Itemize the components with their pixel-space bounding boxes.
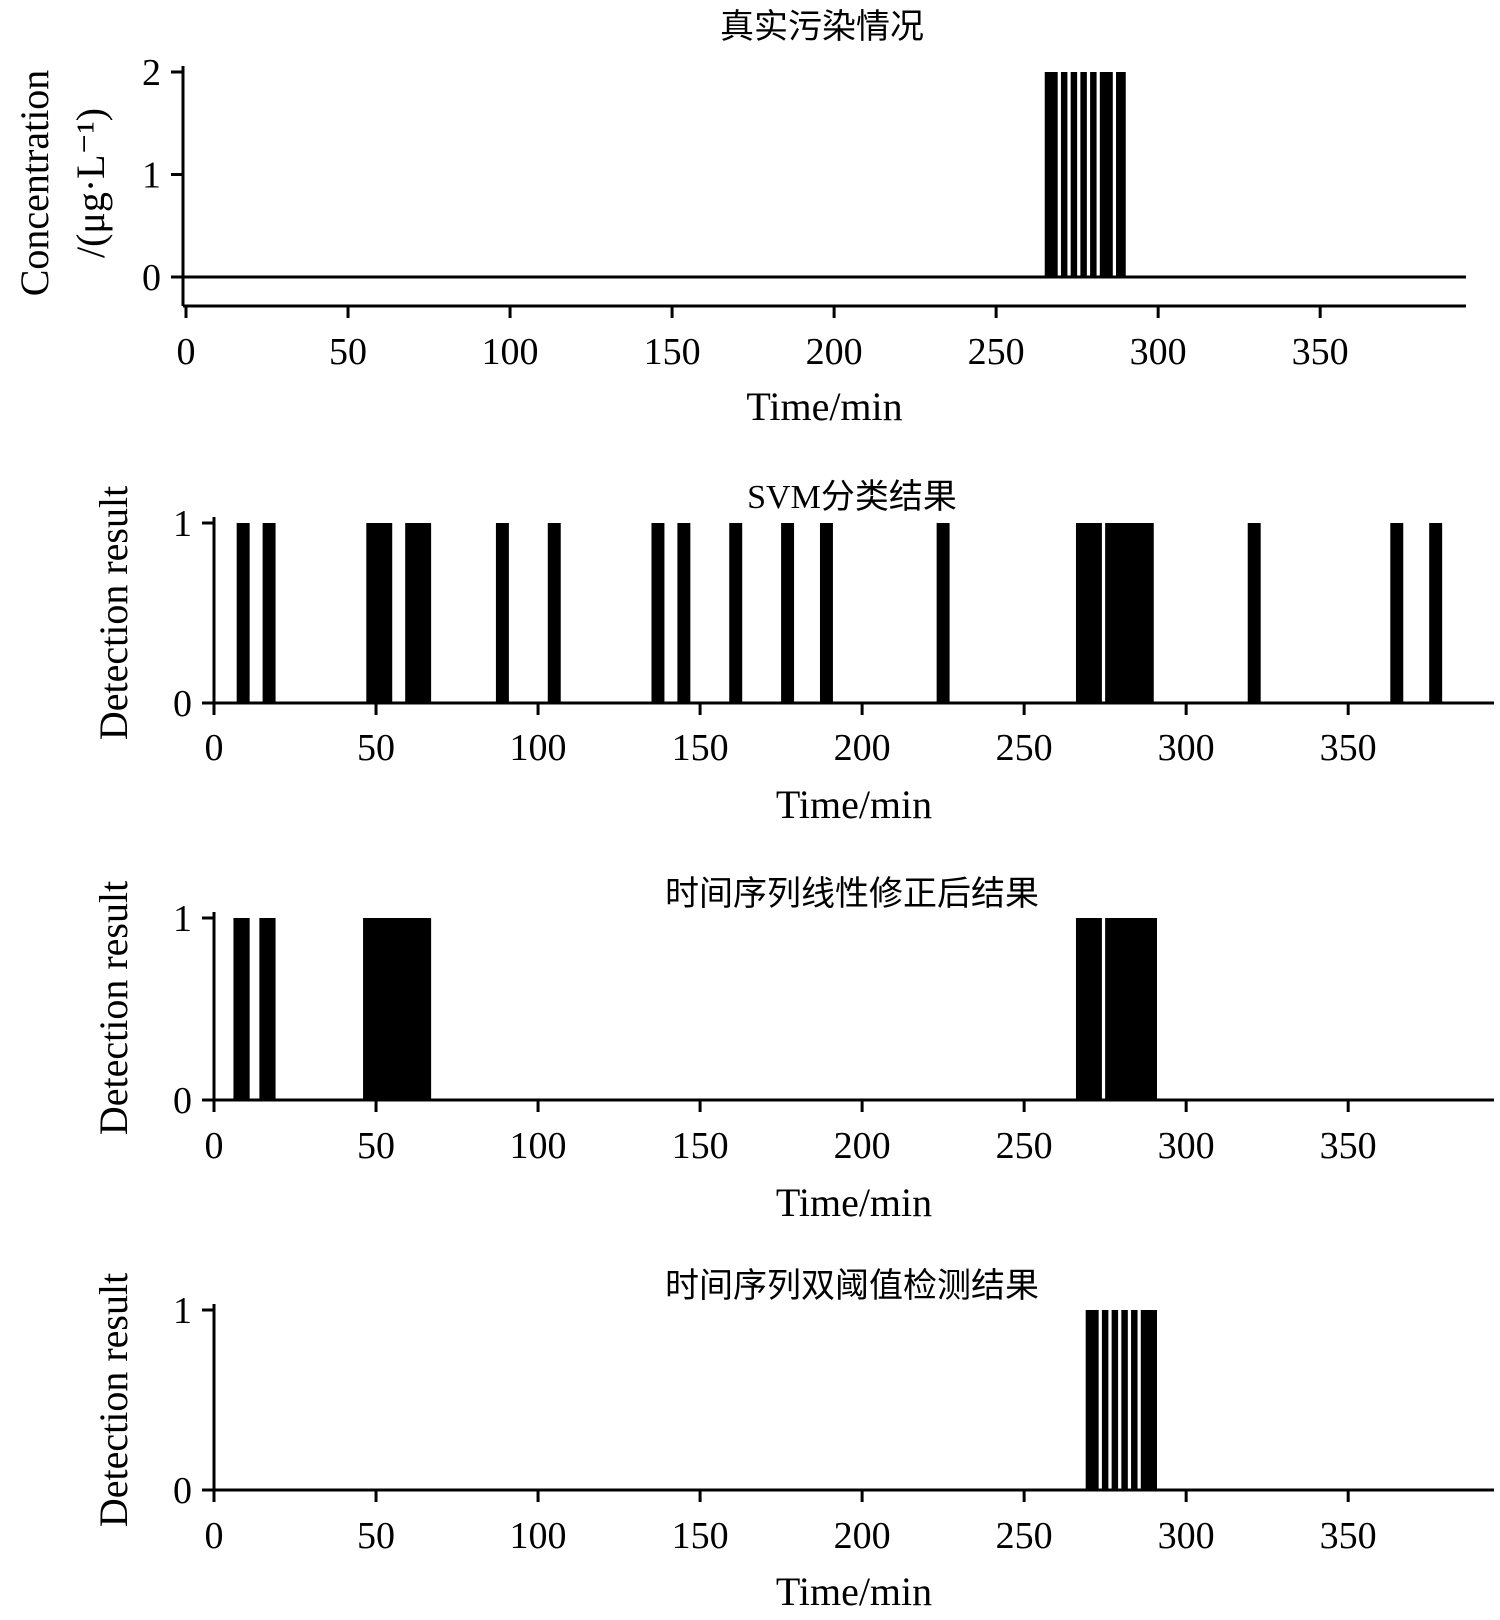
x-tick-label: 150	[672, 727, 729, 769]
chart-title: SVM分类结果	[747, 478, 957, 516]
chart-title: 时间序列线性修正后结果	[665, 875, 1039, 913]
x-tick-label: 50	[329, 331, 367, 373]
bar	[1101, 1310, 1109, 1490]
bar	[1070, 72, 1078, 277]
x-tick-label: 250	[996, 1125, 1053, 1167]
x-tick-label: 300	[1158, 727, 1215, 769]
x-tick-label: 150	[644, 331, 701, 373]
bar	[547, 523, 561, 703]
chart-panel: 真实污染情况 0 1 2 0 50 100 150 200 250 300 350 Time/min Co…	[12, 8, 1466, 429]
bar	[1140, 1310, 1157, 1490]
x-tick-label: 150	[672, 1515, 729, 1557]
bar	[236, 523, 250, 703]
x-tick-label: 200	[834, 1125, 891, 1167]
x-tick-label: 0	[205, 1515, 224, 1557]
bar	[1105, 523, 1154, 703]
y-tick-label: 1	[173, 1290, 192, 1332]
bar	[1075, 918, 1102, 1100]
chart-panel: 时间序列双阈值检测结果 0 1 0 50 100 150 200 250 300 350 Time/m…	[91, 1267, 1494, 1614]
x-tick-label: 350	[1320, 1515, 1377, 1557]
chart-title: 时间序列双阈值检测结果	[665, 1267, 1039, 1305]
y-axis-label: /(μg·L⁻¹)	[68, 108, 113, 258]
x-tick-label: 200	[834, 1515, 891, 1557]
bar	[1247, 523, 1261, 703]
bar	[259, 918, 276, 1100]
x-tick-label: 150	[672, 1125, 729, 1167]
bar	[405, 523, 432, 703]
bar	[1085, 1310, 1099, 1490]
bar	[1390, 523, 1404, 703]
x-tick-label: 0	[205, 1125, 224, 1167]
x-axis-label: Time/min	[746, 384, 902, 429]
bar	[495, 523, 509, 703]
bar	[1044, 72, 1058, 277]
x-tick-label: 200	[834, 727, 891, 769]
bar	[363, 918, 432, 1100]
chart-title: 真实污染情况	[720, 8, 924, 46]
bar	[1429, 523, 1443, 703]
y-tick-label: 0	[173, 1470, 192, 1512]
y-tick-label: 1	[173, 503, 192, 545]
x-tick-label: 350	[1292, 331, 1349, 373]
bar	[1131, 1310, 1138, 1490]
x-tick-label: 350	[1320, 727, 1377, 769]
bar	[1075, 523, 1102, 703]
x-tick-label: 300	[1158, 1125, 1215, 1167]
bar	[262, 523, 276, 703]
y-tick-label: 2	[142, 52, 161, 94]
x-tick-label: 50	[357, 1125, 395, 1167]
bar	[1099, 72, 1113, 277]
chart-panel: 时间序列线性修正后结果 0 1 0 50 100 150 200 250 300 350 Time/m…	[91, 875, 1494, 1225]
bar	[1116, 72, 1126, 277]
y-tick-label: 0	[142, 257, 161, 299]
bar	[366, 523, 393, 703]
bar	[233, 918, 250, 1100]
x-tick-label: 100	[482, 331, 539, 373]
y-axis-label: Detection result	[91, 881, 136, 1135]
x-tick-label: 0	[205, 727, 224, 769]
bar	[1105, 918, 1157, 1100]
bar	[1060, 72, 1068, 277]
y-axis-label: Detection result	[91, 486, 136, 740]
y-tick-label: 0	[173, 683, 192, 725]
bar	[936, 523, 950, 703]
y-axis-label: Concentration	[12, 70, 57, 297]
x-tick-label: 50	[357, 1515, 395, 1557]
x-tick-label: 0	[177, 331, 196, 373]
bar	[729, 523, 743, 703]
bar	[651, 523, 665, 703]
chart-panel: SVM分类结果 0 1 0 50 100 150 200 250 300 350 Time/min De…	[91, 478, 1494, 827]
bar	[1090, 72, 1097, 277]
x-axis-label: Time/min	[776, 1180, 932, 1225]
y-tick-label: 0	[173, 1080, 192, 1122]
y-axis-label: Detection result	[91, 1273, 136, 1527]
y-tick-label: 1	[173, 898, 192, 940]
bar	[1111, 1310, 1119, 1490]
x-tick-label: 200	[806, 331, 863, 373]
x-axis-label: Time/min	[776, 782, 932, 827]
bar	[1121, 1310, 1128, 1490]
x-axis-label: Time/min	[776, 1569, 932, 1614]
x-tick-label: 300	[1130, 331, 1187, 373]
x-tick-label: 250	[996, 727, 1053, 769]
bar	[819, 523, 833, 703]
x-tick-label: 350	[1320, 1125, 1377, 1167]
x-tick-label: 250	[996, 1515, 1053, 1557]
x-tick-label: 250	[968, 331, 1025, 373]
bar	[1080, 72, 1087, 277]
bar	[781, 523, 795, 703]
bar	[677, 523, 691, 703]
x-tick-label: 100	[510, 1515, 567, 1557]
x-tick-label: 100	[510, 727, 567, 769]
x-tick-label: 100	[510, 1125, 567, 1167]
x-tick-label: 50	[357, 727, 395, 769]
y-tick-label: 1	[142, 155, 161, 197]
x-tick-label: 300	[1158, 1515, 1215, 1557]
